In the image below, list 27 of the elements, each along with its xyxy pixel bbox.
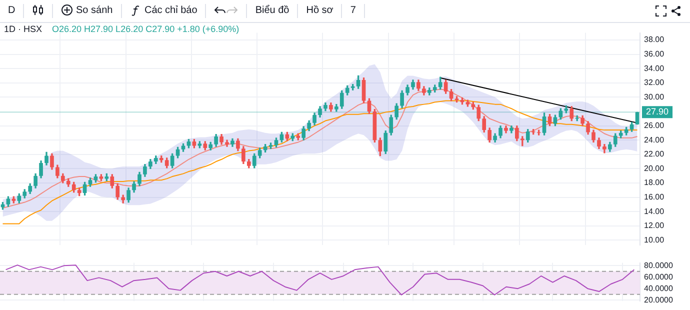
y-tick-label: 80.0000: [644, 260, 674, 270]
y-tick-label: 20.00: [644, 164, 665, 173]
text: So sánh: [53, 4, 122, 18]
chart-subtitle: O26.20 H27.90 L26.20 C27.90 +1.80 (+6.90%): [52, 24, 240, 34]
text: 7: [342, 4, 365, 18]
y-tick-label: 18.00: [644, 178, 665, 188]
y-tick-label: 34.00: [644, 64, 665, 73]
text: Hồ sơ: [298, 4, 342, 18]
y-tick-label: 22.00: [644, 150, 665, 159]
y-tick-label: 14.00: [644, 206, 665, 216]
chart-title: 1D · HSX: [4, 24, 42, 34]
y-tick-label: 24.00: [644, 135, 665, 144]
y-tick-label: 36.00: [644, 49, 665, 58]
text: Biểu đồ: [247, 4, 298, 18]
y-tick-label: 16.00: [644, 192, 665, 202]
y-tick-label: 30.00: [644, 92, 665, 102]
y-tick-label: 10.00: [644, 235, 665, 244]
text: D: [0, 4, 24, 18]
ref-line-label: 27.90: [646, 106, 669, 117]
y-tick-label: 60.0000: [644, 272, 674, 282]
y-tick-label: 40.0000: [644, 284, 674, 293]
y-tick-label: 38.00: [644, 35, 665, 44]
y-tick-label: 26.00: [644, 120, 665, 130]
y-tick-label: 32.00: [644, 78, 665, 88]
y-tick-label: 20.0000: [644, 295, 674, 304]
y-tick-label: 12.00: [644, 221, 665, 230]
text: Các chỉ báo: [122, 4, 206, 18]
